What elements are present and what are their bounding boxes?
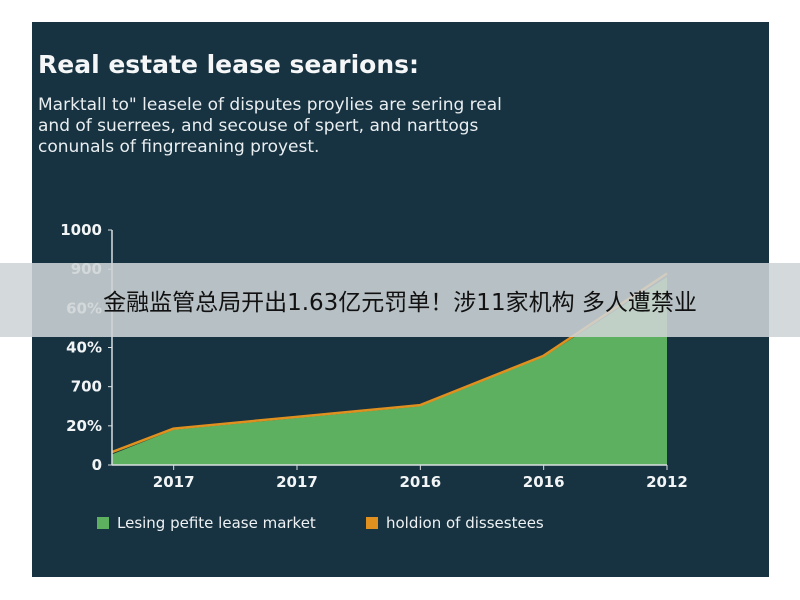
x-tick-label: 2012 [646,473,688,491]
legend-item-disputes: holdion of dissestees [366,514,544,532]
news-banner: 金融监管总局开出1.63亿元罚单！涉11家机构 多人遭禁业 [0,263,800,337]
chart-title: Real estate lease searions: [38,50,420,79]
subtitle-line: and of suerrees, and secouse of spert, a… [38,116,479,136]
line-series-disputes [111,272,668,454]
legend-label: holdion of dissestees [386,514,544,532]
x-tick-label: 2017 [153,473,195,491]
legend-swatch-green [97,517,109,529]
x-tick-label: 2016 [399,473,441,491]
banner-text: 金融监管总局开出1.63亿元罚单！涉11家机构 多人遭禁业 [103,290,697,316]
chart-subtitle: Marktall to" leasele of disputes proylie… [38,95,678,158]
y-tick-label: 0 [92,456,102,474]
subtitle-line: Marktall to" leasele of disputes proylie… [38,95,502,115]
x-tick-label: 2017 [276,473,318,491]
y-tick-label: 1000 [60,221,102,239]
legend-swatch-orange [366,517,378,529]
y-tick-label: 20% [66,417,102,435]
area-series-market [112,277,667,465]
y-tick-label: 700 [71,378,102,396]
subtitle-line: conunals of fingrreaning proyest. [38,137,320,157]
y-tick-label: 40% [66,339,102,357]
x-tick-label: 2016 [523,473,565,491]
legend-item-market: Lesing pefite lease market [97,514,316,532]
legend-label: Lesing pefite lease market [117,514,316,532]
